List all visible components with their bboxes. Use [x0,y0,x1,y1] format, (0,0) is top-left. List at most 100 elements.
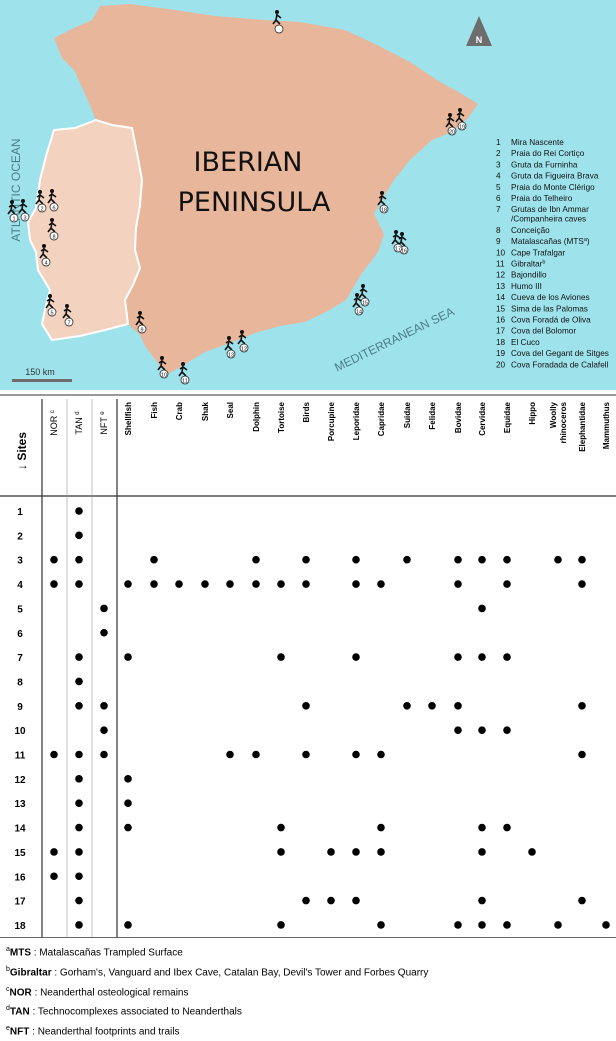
presence-dot [124,823,132,832]
presence-dot [352,580,360,588]
presence-dot [277,921,285,929]
site-marker: 13 [224,336,236,359]
svg-text:N: N [476,35,483,45]
scale-bar: 150 km [12,367,72,382]
legend-site-name: Cova del Bolomor [511,327,576,336]
site-marker: 18 [377,191,389,214]
marker-label: 11 [182,378,188,384]
presence-dot [327,848,335,856]
table-row: 1 [17,507,83,518]
presence-dot [403,555,411,564]
marker-label: 7 [67,320,70,326]
faunal-table: ↓ Sites NOR c TAN d NFT e Shellfish Fish Crab S… [0,394,616,937]
site-number: 8 [17,677,23,688]
footnotes: aMTS : Matalascañas Trampled Surface bGi… [0,937,616,1038]
legend-number: 20 [496,360,506,369]
marker-label: 16 [401,248,407,254]
marker-label: 17 [395,246,401,252]
legend-item: 17 Cova del Bolomor [496,327,576,336]
taxon-header: Mammuthus [602,401,611,449]
site-marker: 3 [18,199,30,222]
presence-dot [528,848,536,856]
presence-dot [226,750,234,759]
site-marker: 14 [352,293,364,316]
presence-dot [124,799,132,807]
presence-dot [50,750,58,759]
presence-dot [602,921,610,929]
ocean-label: ATLANTIC OCEAN [9,138,23,241]
legend-item: 20 Cova Foradada de Calafell [496,360,609,369]
presence-dot [454,653,462,661]
presence-dot [75,750,83,759]
presence-dot [302,555,310,564]
presence-dot [100,628,108,637]
legend-item: 7 Grutas de Ibn Ammar/Companheira caves [496,205,589,224]
legend-site-name: Mira Nascente [511,138,564,147]
site-marker: 20 [445,113,457,136]
table-row: 15 [14,848,536,859]
taxon-header: Birds [302,401,311,422]
legend-site-name: Cape Trafalgar [511,248,565,257]
presence-dot [75,677,83,686]
presence-dot [124,921,132,929]
legend-item: 2 Praia do Rei Cortiço [496,149,585,158]
site-marker: 10 [157,356,169,379]
legend-item: 9 Matalascañas (MTSa) [496,237,590,246]
presence-dot [454,726,462,734]
table-row: 10 [14,726,511,737]
taxon-header: Leporidae [352,401,361,440]
footnote-e: eNFT : Neanderthal footprints and trails [6,1025,180,1038]
presence-dot [503,653,511,661]
marker-label: 6 [52,205,55,211]
presence-dot [377,750,385,759]
legend-item: 11 Gibraltarb [496,260,545,269]
site-number: 16 [14,872,26,883]
taxon-header: Bovidae [454,401,463,433]
iberian-map: IBERIAN PENINSULA ATLANTIC OCEAN MEDITER… [0,0,616,390]
legend-item: 16 Cova Foradá de Oliva [496,316,591,325]
marker-label: 20 [449,129,455,135]
presence-dot [277,848,285,856]
presence-dot [578,580,586,588]
presence-dot [124,775,132,783]
table-row: 6 [17,629,108,640]
presence-dot [352,750,360,759]
site-marker: 19 [455,108,467,131]
site-number: 14 [14,824,26,835]
site-number: 10 [14,726,26,737]
legend-number: 17 [496,327,506,336]
presence-dot [454,921,462,929]
presence-dot [377,921,385,929]
presence-dot [428,702,436,710]
presence-dot [352,848,360,856]
presence-dot [277,823,285,832]
site-legend: 1 Mira Nascente 2 Praia do Rei Cortiço 3 Grut… [496,138,609,369]
presence-dot [554,555,562,564]
table-row: 8 [17,677,83,688]
evidence-header: TAN d [74,411,84,434]
presence-dot [75,653,83,661]
site-number: 1 [17,507,23,518]
marker-label: 19 [459,124,465,130]
presence-dot [100,702,108,710]
taxon-header: Caprídae [377,401,386,436]
presence-dot [75,775,83,783]
legend-number: 5 [496,183,501,192]
site-marker: 9 [135,311,147,334]
site-number: 9 [17,702,23,713]
presence-dot [302,750,310,759]
legend-site-name: Bajondillo [511,271,547,280]
presence-dot [377,848,385,856]
taxon-header: Equidae [503,401,512,433]
presence-dot [201,580,209,588]
presence-dot [75,507,83,515]
legend-site-name: Sima de las Palomas [511,304,588,313]
presence-dot [100,604,108,613]
presence-dot [277,580,285,588]
legend-site-name: Humo III [511,282,542,291]
site-marker: 2 [35,190,47,213]
evidence-header: NOR c [49,410,59,436]
presence-dot [124,580,132,588]
legend-site-name: Gruta da Furninha [511,160,578,169]
presence-dot [578,555,586,564]
